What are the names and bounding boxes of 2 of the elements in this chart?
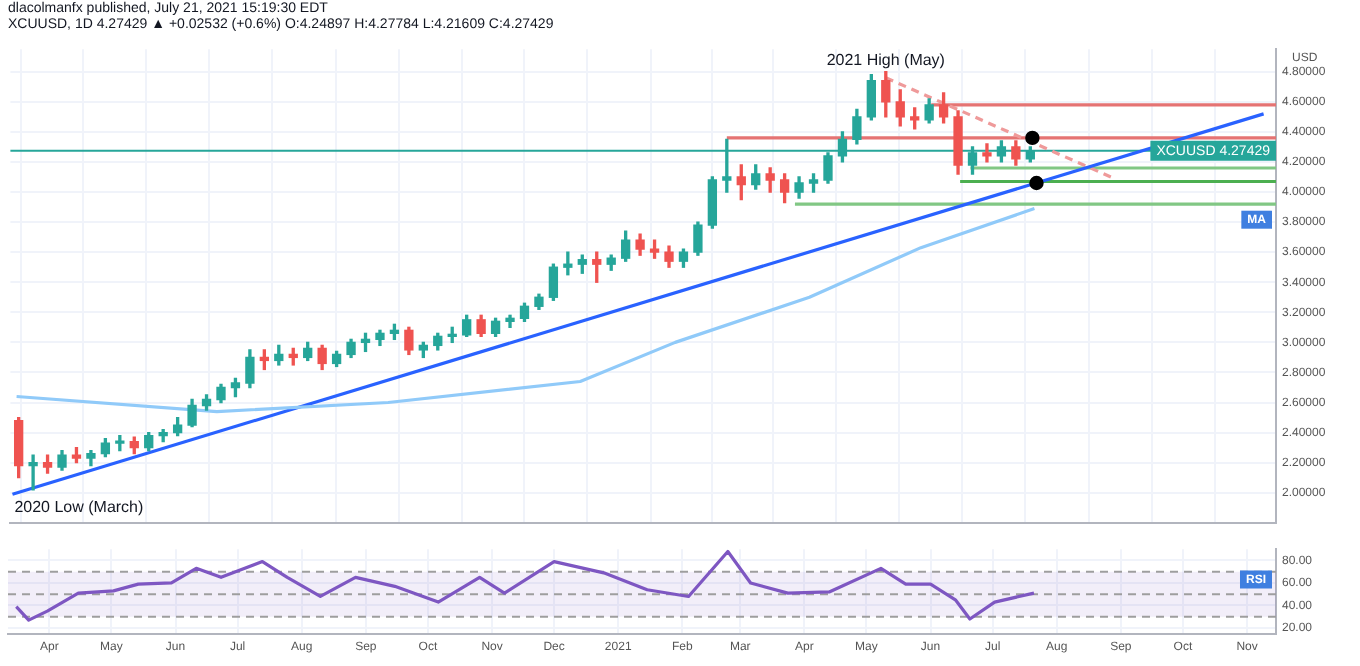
- annotation: 2020 Low (March): [14, 498, 145, 517]
- annotation: 2021 High (May): [826, 51, 946, 70]
